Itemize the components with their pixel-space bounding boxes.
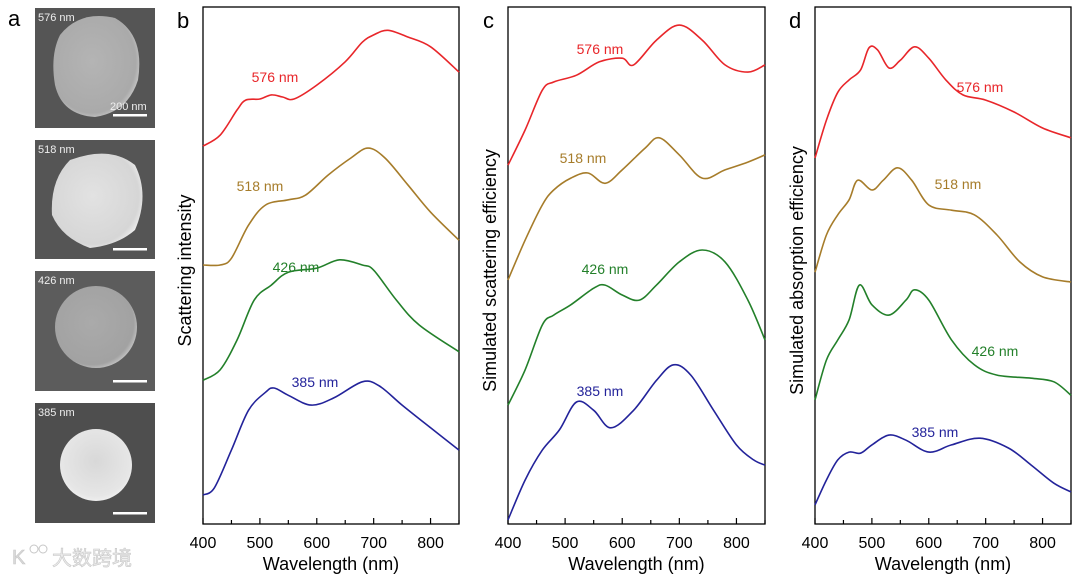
x-tick-label: 800	[417, 535, 444, 552]
series-line-576-nm	[507, 24, 766, 166]
x-axis-label: Wavelength (nm)	[568, 554, 704, 574]
series-label: 385 nm	[912, 424, 959, 440]
panel-letter-b: b	[177, 8, 189, 33]
panel-letter-c: c	[483, 8, 494, 33]
panel-letter-d: d	[789, 8, 801, 33]
scale-bar	[113, 512, 147, 515]
series-label: 385 nm	[292, 374, 339, 390]
y-axis-label: Simulated scattering efficiency	[480, 149, 500, 392]
sem-label: 518 nm	[38, 144, 75, 156]
series-label: 426 nm	[972, 343, 1019, 359]
sem-image-576: 576 nm 200 nm	[35, 8, 155, 128]
plot-frame	[202, 6, 460, 525]
sem-image-518: 518 nm	[35, 140, 155, 259]
x-tick-label: 800	[723, 535, 750, 552]
scale-bar	[113, 380, 147, 383]
x-axis-label: Wavelength (nm)	[263, 554, 399, 574]
series-label: 576 nm	[957, 79, 1004, 95]
series-label: 518 nm	[560, 150, 607, 166]
x-tick-label: 400	[802, 535, 829, 552]
x-tick-label: 800	[1029, 535, 1056, 552]
x-tick-label: 600	[609, 535, 636, 552]
watermark-logo: K 大数跨境	[12, 544, 132, 570]
x-tick-label: 500	[859, 535, 886, 552]
series-label: 518 nm	[935, 176, 982, 192]
series-label: 518 nm	[237, 178, 284, 194]
series-line-426-nm	[507, 249, 766, 406]
x-tick-label: 600	[303, 535, 330, 552]
series-line-518-nm	[507, 136, 766, 281]
series-line-385-nm	[507, 363, 766, 521]
series-line-385-nm	[814, 434, 1072, 506]
x-tick-label: 500	[247, 535, 274, 552]
plot-frame	[507, 6, 766, 525]
x-tick-label: 400	[495, 535, 522, 552]
chart-panel-b: 400 500 600 700 800 Wavelength (nm) Scattering…	[175, 6, 460, 574]
series-line-426-nm	[202, 258, 460, 382]
sem-label: 385 nm	[38, 407, 75, 419]
series-label: 576 nm	[577, 41, 624, 57]
scale-bar-label: 200 nm	[110, 101, 147, 113]
scale-bar	[113, 114, 147, 117]
panel-letter-a: a	[8, 6, 21, 31]
x-tick-label: 400	[190, 535, 217, 552]
chart-panel-d: 400 500 600 700 800 Wavelength (nm) Simulated …	[787, 6, 1072, 574]
x-tick-label: 500	[552, 535, 579, 552]
sem-label: 576 nm	[38, 12, 75, 24]
x-axis-label: Wavelength (nm)	[875, 554, 1011, 574]
sem-image-426: 426 nm	[35, 271, 155, 391]
series-label: 426 nm	[582, 261, 629, 277]
x-tick-label: 600	[915, 535, 942, 552]
y-axis-label: Simulated absorption efficiency	[787, 146, 807, 395]
sem-label: 426 nm	[38, 275, 75, 287]
series-label: 426 nm	[273, 259, 320, 275]
series-line-518-nm	[814, 166, 1072, 283]
series-line-518-nm	[202, 147, 460, 267]
x-tick-label: 700	[972, 535, 999, 552]
series-label: 385 nm	[577, 383, 624, 399]
series-label: 576 nm	[252, 69, 299, 85]
scale-bar	[113, 248, 147, 251]
chart-panel-c: 400 500 600 700 800 Wavelength (nm) Simulated …	[480, 6, 766, 574]
y-axis-label: Scattering intensity	[175, 194, 195, 346]
sem-image-385: 385 nm	[35, 403, 155, 523]
watermark-text: 大数跨境	[52, 547, 132, 570]
series-line-576-nm	[814, 45, 1072, 159]
plot-frame	[814, 6, 1072, 525]
series-line-426-nm	[814, 284, 1072, 401]
x-tick-label: 700	[666, 535, 693, 552]
x-tick-label: 700	[360, 535, 387, 552]
series-line-385-nm	[202, 380, 460, 496]
svg-text:K: K	[12, 547, 26, 569]
series-line-576-nm	[202, 29, 460, 147]
